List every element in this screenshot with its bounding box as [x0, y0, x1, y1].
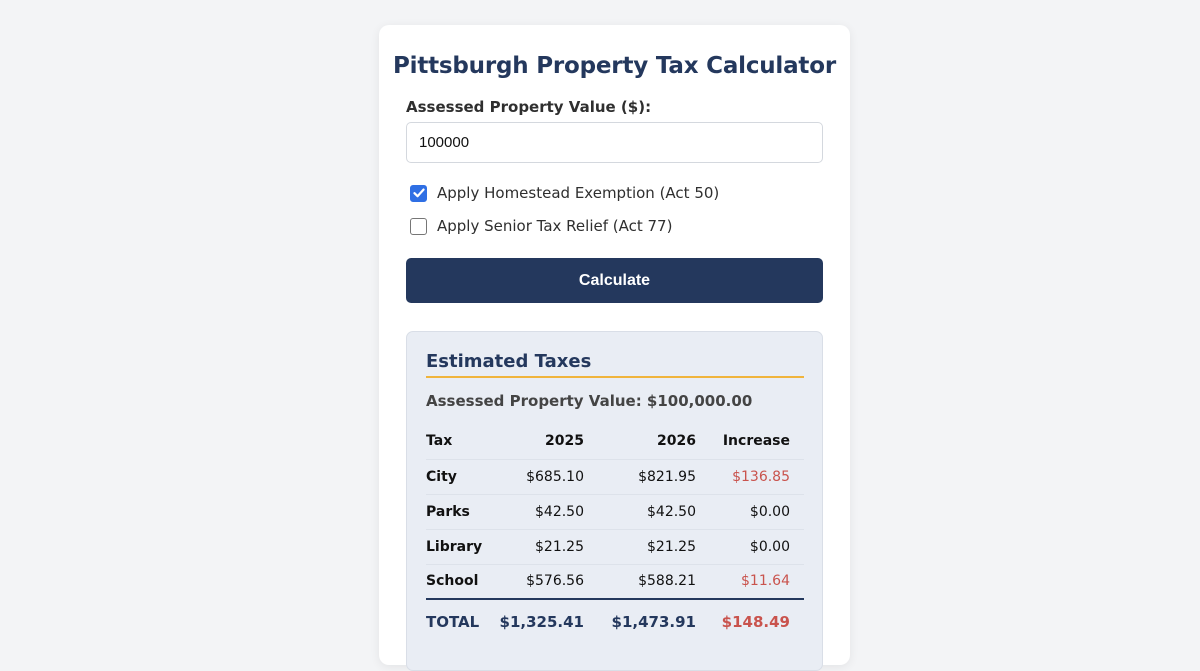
homestead-exemption-checkbox[interactable] — [410, 184, 427, 202]
total-row: TOTAL $1,325.41 $1,473.91 $148.49 — [426, 598, 804, 643]
calculate-button[interactable]: Calculate — [406, 258, 823, 303]
table-row: School $576.56 $588.21 $11.64 — [426, 563, 804, 599]
table-row: City $685.10 $821.95 $136.85 — [426, 458, 804, 494]
assessed-value-summary: Assessed Property Value: $100,000.00 — [426, 392, 753, 410]
total-2026: $1,473.91 — [584, 598, 696, 643]
tax-table: Tax 2025 2026 Increase City $685.10 $821… — [426, 424, 804, 643]
header-2026: 2026 — [657, 433, 696, 450]
tax-2026: $588.21 — [584, 563, 696, 599]
header-increase: Increase — [722, 433, 790, 450]
total-increase: $148.49 — [696, 598, 804, 643]
title-divider — [426, 376, 804, 378]
tax-2026: $42.50 — [584, 493, 696, 529]
results-panel: Estimated Taxes Assessed Property Value:… — [406, 331, 823, 671]
table-header-row: Tax 2025 2026 Increase — [426, 424, 804, 459]
homestead-exemption-label[interactable]: Apply Homestead Exemption (Act 50) — [437, 184, 720, 202]
tax-2025: $42.50 — [496, 493, 584, 529]
tax-2025: $576.56 — [496, 563, 584, 599]
senior-relief-label[interactable]: Apply Senior Tax Relief (Act 77) — [437, 217, 673, 235]
results-title: Estimated Taxes — [426, 351, 592, 372]
table-row: Parks $42.50 $42.50 $0.00 — [426, 493, 804, 529]
tax-increase: $136.85 — [696, 458, 804, 494]
tax-name: Parks — [426, 493, 496, 529]
tax-2026: $21.25 — [584, 528, 696, 564]
property-value-input[interactable] — [406, 122, 823, 163]
header-tax: Tax — [426, 433, 453, 450]
calculator-card: Pittsburgh Property Tax Calculator Asses… — [379, 25, 850, 671]
tax-increase: $0.00 — [696, 493, 804, 529]
tax-2026: $821.95 — [584, 458, 696, 494]
tax-increase: $11.64 — [696, 563, 804, 599]
property-value-label: Assessed Property Value ($): — [406, 98, 652, 116]
tax-2025: $685.10 — [496, 458, 584, 494]
tax-name: City — [426, 458, 496, 494]
total-2025: $1,325.41 — [496, 598, 584, 643]
page-title: Pittsburgh Property Tax Calculator — [393, 53, 836, 79]
table-row: Library $21.25 $21.25 $0.00 — [426, 528, 804, 564]
header-2025: 2025 — [545, 433, 584, 450]
checkmark-icon — [412, 188, 425, 198]
tax-name: Library — [426, 528, 496, 564]
tax-2025: $21.25 — [496, 528, 584, 564]
senior-relief-checkbox[interactable] — [410, 217, 427, 235]
tax-increase: $0.00 — [696, 528, 804, 564]
homestead-exemption-option[interactable]: Apply Homestead Exemption (Act 50) — [410, 184, 719, 202]
tax-name: School — [426, 563, 496, 599]
senior-relief-option[interactable]: Apply Senior Tax Relief (Act 77) — [410, 217, 672, 235]
total-label: TOTAL — [426, 598, 496, 643]
